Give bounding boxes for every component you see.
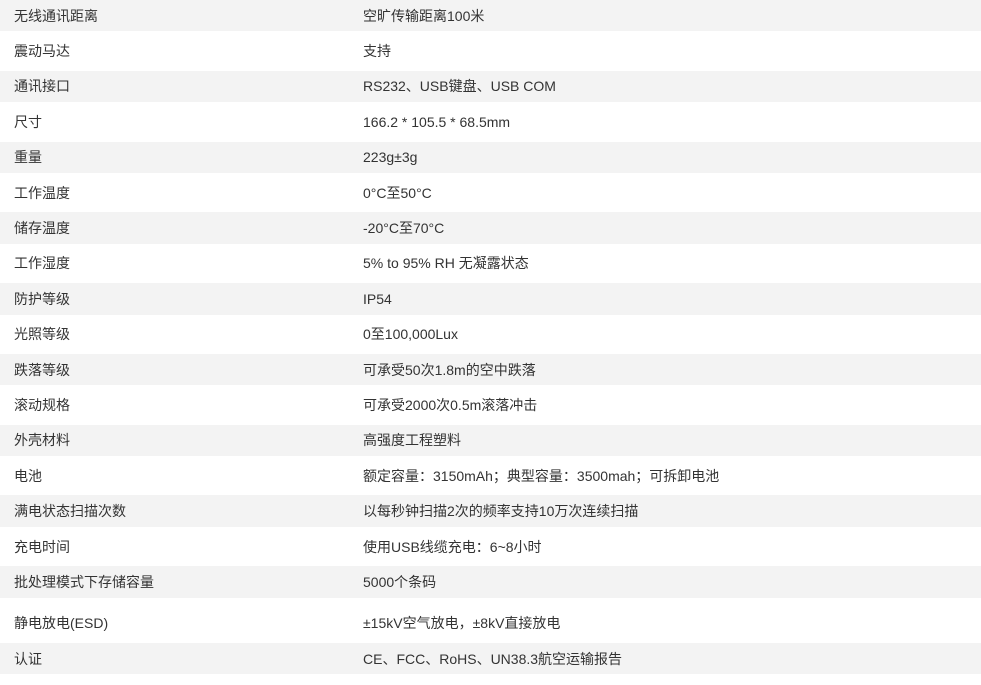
spec-row: 电池 额定容量：3150mAh；典型容量：3500mah；可拆卸电池 xyxy=(0,460,981,492)
spec-value: 使用USB线缆充电：6~8小时 xyxy=(363,538,542,555)
spec-row: 储存温度 -20°C至70°C xyxy=(0,212,981,244)
spec-row: 震动马达 支持 xyxy=(0,35,981,67)
spec-row: 满电状态扫描次数 以每秒钟扫描2次的频率支持10万次连续扫描 xyxy=(0,495,981,527)
spec-value: 5% to 95% RH 无凝露状态 xyxy=(363,255,529,272)
spec-value: 5000个条码 xyxy=(363,573,437,590)
spec-value: 额定容量：3150mAh；典型容量：3500mah；可拆卸电池 xyxy=(363,467,720,484)
spec-value: 0至100,000Lux xyxy=(363,326,458,343)
spec-label: 重量 xyxy=(14,149,42,166)
spec-value: 高强度工程塑料 xyxy=(363,432,461,449)
spec-label: 电池 xyxy=(14,467,42,484)
spec-row: 尺寸 166.2 * 105.5 * 68.5mm xyxy=(0,106,981,138)
spec-label: 工作湿度 xyxy=(14,255,70,272)
spec-row: 跌落等级 可承受50次1.8m的空中跌落 xyxy=(0,353,981,386)
spec-label: 无线通讯距离 xyxy=(14,7,98,24)
spec-value: 空旷传输距离100米 xyxy=(363,7,485,24)
spec-label: 光照等级 xyxy=(14,326,70,343)
spec-label: 储存温度 xyxy=(14,220,70,237)
spec-value: 可承受50次1.8m的空中跌落 xyxy=(363,361,536,378)
spec-row: 重量 223g±3g xyxy=(0,141,981,173)
spec-label: 批处理模式下存储容量 xyxy=(14,573,154,590)
spec-label: 震动马达 xyxy=(14,43,70,60)
spec-label: 滚动规格 xyxy=(14,396,70,413)
spec-row: 无线通讯距离 空旷传输距离100米 xyxy=(0,0,981,32)
spec-value: ±15kV空气放电，±8kV直接放电 xyxy=(363,615,561,632)
spec-row: 批处理模式下存储容量 5000个条码 xyxy=(0,566,981,598)
spec-value: 可承受2000次0.5m滚落冲击 xyxy=(363,396,538,413)
spec-label: 静电放电(ESD) xyxy=(14,615,109,632)
spec-value: 166.2 * 105.5 * 68.5mm xyxy=(363,113,511,130)
spec-row: 外壳材料 高强度工程塑料 xyxy=(0,424,981,457)
spec-row: 认证 CE、FCC、RoHS、UN38.3航空运输报告 xyxy=(0,643,981,675)
spec-label: 工作温度 xyxy=(14,184,70,201)
spec-row: 滚动规格 可承受2000次0.5m滚落冲击 xyxy=(0,389,981,421)
spec-row: 通讯接口 RS232、USB键盘、USB COM xyxy=(0,70,981,103)
spec-label: 跌落等级 xyxy=(14,361,70,378)
spec-label: 尺寸 xyxy=(14,113,42,130)
spec-value: 支持 xyxy=(363,43,391,60)
spec-value: -20°C至70°C xyxy=(363,220,445,237)
spec-row: 工作湿度 5% to 95% RH 无凝露状态 xyxy=(0,247,981,280)
spec-label: 通讯接口 xyxy=(14,78,70,95)
spec-row: 防护等级 IP54 xyxy=(0,283,981,315)
spec-label: 满电状态扫描次数 xyxy=(14,503,126,520)
spec-value: CE、FCC、RoHS、UN38.3航空运输报告 xyxy=(363,650,623,667)
spec-row: 工作温度 0°C至50°C xyxy=(0,176,981,209)
spec-value: 223g±3g xyxy=(363,149,418,166)
spec-label: 防护等级 xyxy=(14,290,70,307)
spec-value: 以每秒钟扫描2次的频率支持10万次连续扫描 xyxy=(363,503,639,520)
spec-row: 静电放电(ESD) ±15kV空气放电，±8kV直接放电 xyxy=(0,607,981,640)
spec-label: 外壳材料 xyxy=(14,432,70,449)
spec-label: 充电时间 xyxy=(14,538,70,555)
spec-row: 光照等级 0至100,000Lux xyxy=(0,318,981,350)
spec-value: RS232、USB键盘、USB COM xyxy=(363,78,556,95)
spec-value: IP54 xyxy=(363,290,392,307)
spec-value: 0°C至50°C xyxy=(363,184,432,201)
spec-row: 充电时间 使用USB线缆充电：6~8小时 xyxy=(0,530,981,563)
spec-label: 认证 xyxy=(14,650,42,667)
